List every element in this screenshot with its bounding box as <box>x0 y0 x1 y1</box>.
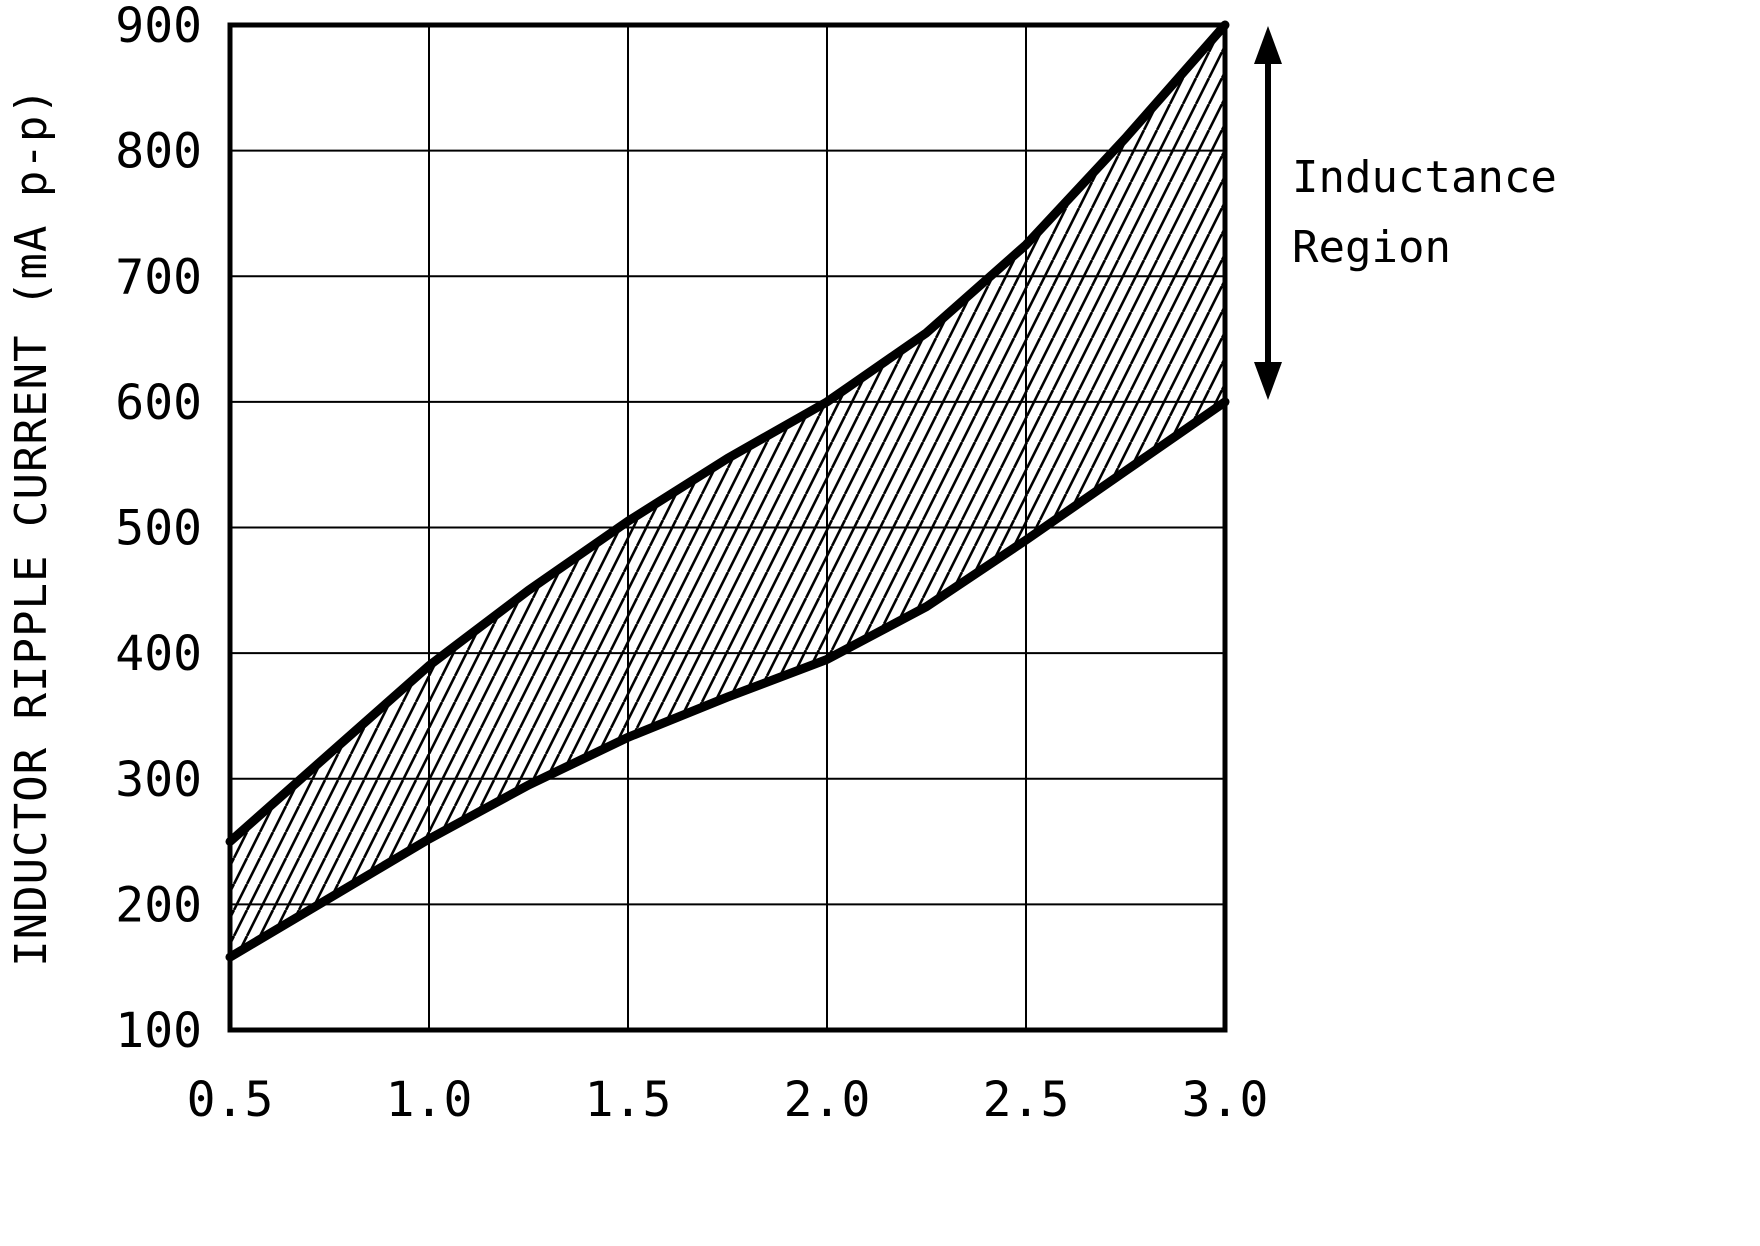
y-tick-label: 300 <box>115 752 202 808</box>
x-tick-label: 3.0 <box>1182 1072 1269 1128</box>
x-tick-label: 1.5 <box>585 1072 672 1128</box>
y-tick-label: 500 <box>115 501 202 557</box>
x-tick-label: 2.0 <box>784 1072 871 1128</box>
upper-inductance-limit-curve <box>225 20 1230 847</box>
lower-inductance-limit-curve <box>225 397 1230 962</box>
limit-curves <box>225 20 1230 962</box>
inductance-region-band <box>230 25 1225 958</box>
y-tick-label: 800 <box>115 124 202 180</box>
y-tick-label: 100 <box>115 1003 202 1059</box>
y-tick-label: 900 <box>115 0 202 54</box>
inductance-region-label-line1: Inductance <box>1292 152 1557 203</box>
inductance-region-label-line2: Region <box>1292 222 1451 273</box>
y-tick-label: 700 <box>115 249 202 305</box>
x-tick-label: 0.5 <box>187 1072 274 1128</box>
inductance-region-fill <box>230 25 1225 958</box>
y-tick-label: 400 <box>115 626 202 682</box>
plot-border <box>227 22 1228 1033</box>
inductance-region-arrow <box>1254 26 1282 400</box>
axis-tick-labels: 100 200 300 400 500 600 700 800 900 0.5 1.0 1.5 2.0 2… <box>115 0 1268 1128</box>
y-axis-title: INDUCTOR RIPPLE CURRENT (mA p-p) <box>6 87 57 967</box>
y-tick-label: 600 <box>115 375 202 431</box>
x-tick-label: 1.0 <box>386 1072 473 1128</box>
x-tick-label: 2.5 <box>983 1072 1070 1128</box>
y-tick-label: 200 <box>115 877 202 933</box>
